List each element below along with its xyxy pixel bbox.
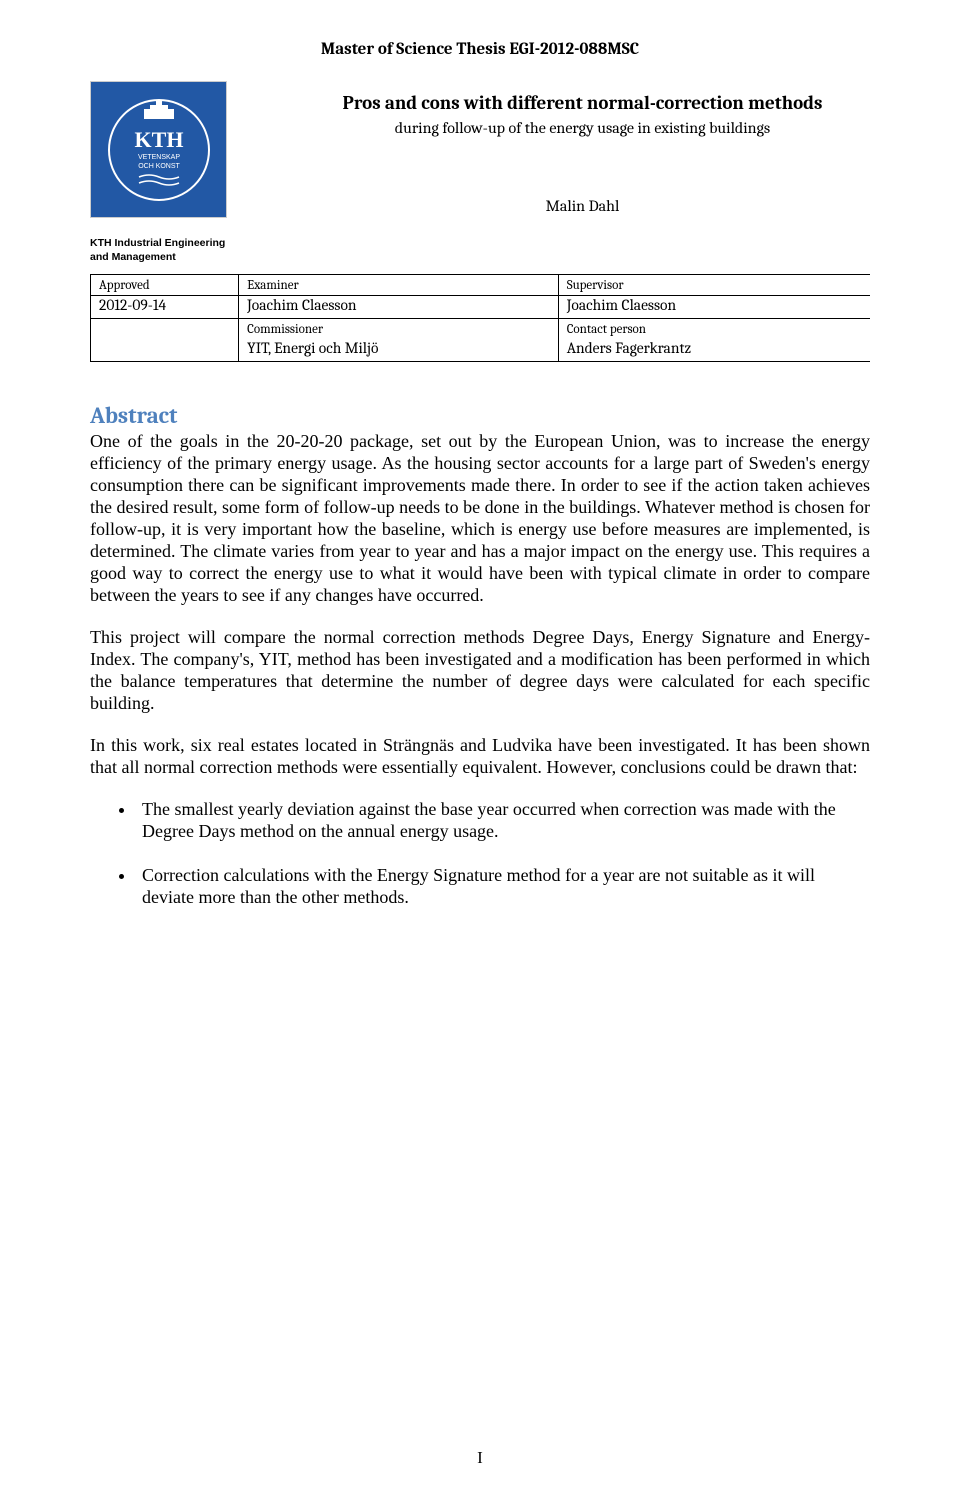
author-name: Malin Dahl <box>295 197 870 215</box>
conclusion-bullet-2: Correction calculations with the Energy … <box>136 865 870 909</box>
thesis-header: Master of Science Thesis EGI-2012-088MSC <box>90 40 870 59</box>
contact-label: Contact person <box>558 319 870 340</box>
logo-caption-line1: KTH Industrial Engineering <box>90 237 225 249</box>
abstract-paragraph-3: In this work, six real estates located i… <box>90 735 870 779</box>
abstract-paragraph-2: This project will compare the normal cor… <box>90 627 870 715</box>
metadata-table: Approved Examiner Supervisor 2012-09-14 … <box>90 274 870 362</box>
supervisor-value: Joachim Claesson <box>558 296 870 319</box>
approved-label: Approved <box>91 275 239 296</box>
supervisor-label: Supervisor <box>558 275 870 296</box>
logo-caption-line2: and Management <box>90 251 176 263</box>
metadata-empty-cell <box>91 319 239 362</box>
conclusion-bullets: The smallest yearly deviation against th… <box>90 799 870 909</box>
kth-logo: KTH VETENSKAP OCH KONST <box>90 81 227 218</box>
thesis-title: Pros and cons with different normal-corr… <box>295 91 870 117</box>
logo-text-konst: OCH KONST <box>138 163 180 170</box>
page-number: I <box>0 1448 960 1468</box>
logo-column: KTH VETENSKAP OCH KONST KTH Industrial E… <box>90 81 255 264</box>
abstract-paragraph-1: One of the goals in the 20-20-20 package… <box>90 431 870 607</box>
abstract-heading: Abstract <box>90 402 870 429</box>
logo-caption: KTH Industrial Engineering and Managemen… <box>90 236 255 264</box>
commissioner-label: Commissioner <box>239 319 559 340</box>
approved-value: 2012-09-14 <box>91 296 239 319</box>
logo-text-vetenskap: VETENSKAP <box>137 154 179 161</box>
examiner-value: Joachim Claesson <box>239 296 559 319</box>
examiner-label: Examiner <box>239 275 559 296</box>
thesis-subtitle: during follow-up of the energy usage in … <box>295 119 870 137</box>
logo-text-kth: KTH <box>134 127 183 152</box>
contact-value: Anders Fagerkrantz <box>558 339 870 362</box>
commissioner-value: YIT, Energi och Miljö <box>239 339 559 362</box>
conclusion-bullet-1: The smallest yearly deviation against th… <box>136 799 870 843</box>
